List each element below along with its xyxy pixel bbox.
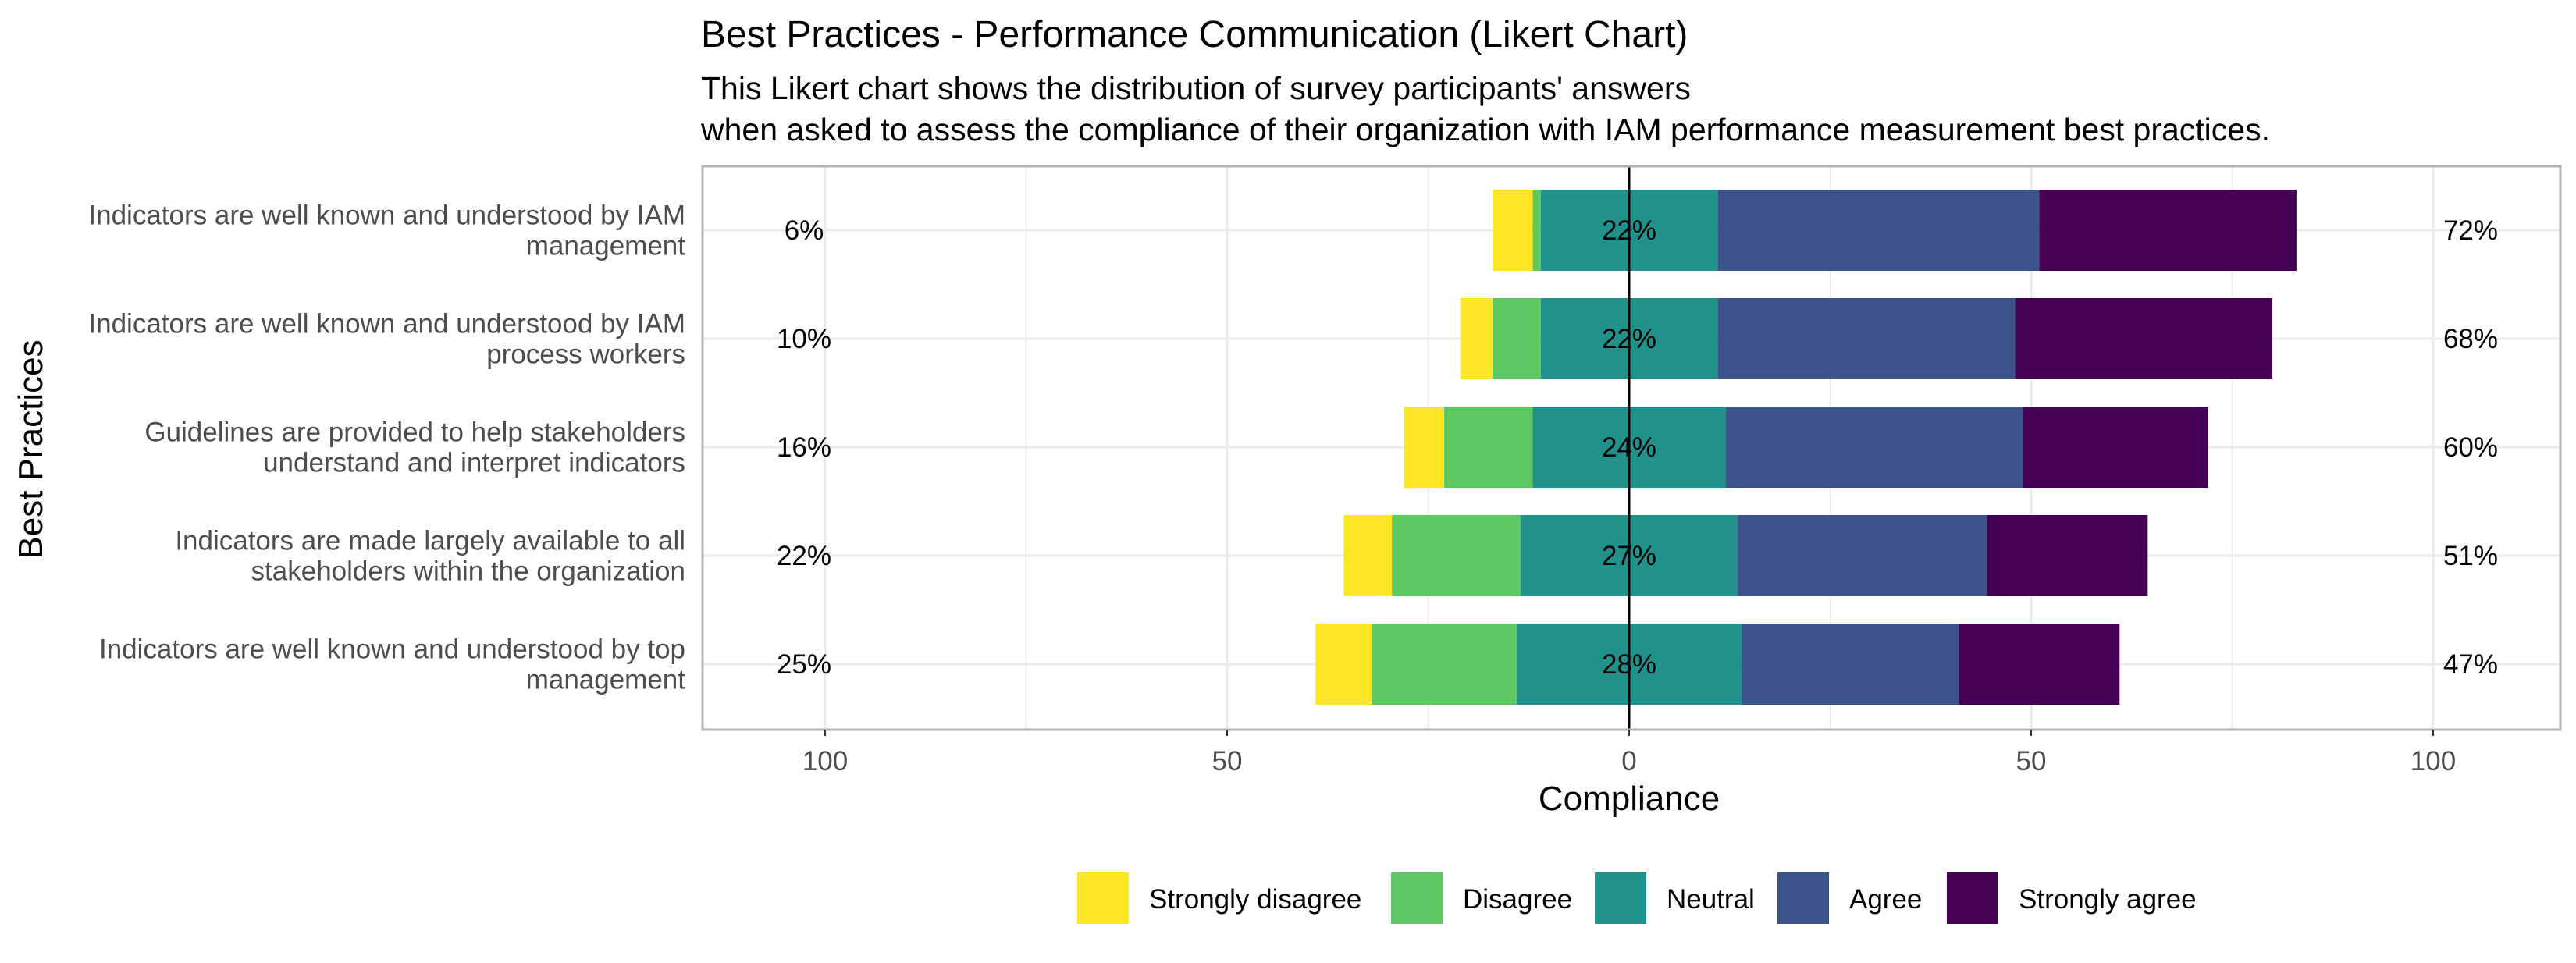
x-tick-label: 100 — [802, 746, 848, 776]
x-tick-label: 0 — [1621, 746, 1636, 776]
y-axis-labels: Indicators are well known and understood… — [88, 201, 685, 695]
bar-segment-strongly-agree — [1959, 624, 2120, 705]
legend-swatch-strongly-agree — [1947, 872, 1998, 924]
high-percent-label: 47% — [2443, 649, 2498, 680]
high-percent-label: 51% — [2443, 541, 2498, 571]
bar-segment-agree — [1717, 298, 2016, 379]
category-label: Indicators are well known and understood… — [99, 634, 685, 665]
bar-segment-strongly-agree — [2015, 298, 2272, 379]
bar-segment-strongly-disagree — [1404, 407, 1445, 488]
legend-label: Strongly agree — [2019, 884, 2197, 915]
category-label: stakeholders within the organization — [251, 556, 685, 587]
category-label: management — [526, 231, 686, 261]
chart-subtitle-line-2: when asked to assess the compliance of t… — [700, 112, 2270, 147]
category-label: process workers — [486, 339, 685, 370]
low-percent-label: 25% — [777, 649, 831, 680]
legend-swatch-neutral — [1595, 872, 1646, 924]
low-percent-label: 22% — [777, 541, 831, 571]
legend: Strongly disagree Disagree Neutral Agree Str… — [1077, 872, 2197, 924]
bar-segment-strongly-disagree — [1460, 298, 1493, 379]
category-label: Indicators are made largely available to… — [175, 526, 685, 556]
bar-segment-disagree — [1532, 190, 1541, 271]
neutral-percent-label: 24% — [1602, 432, 1656, 463]
high-percent-label: 72% — [2443, 215, 2498, 246]
bar-segment-disagree — [1392, 515, 1521, 596]
high-percent-label: 60% — [2443, 432, 2498, 463]
legend-swatch-disagree — [1391, 872, 1443, 924]
legend-swatch-agree — [1777, 872, 1829, 924]
x-tick-label: 100 — [2411, 746, 2456, 776]
bar-segment-disagree — [1444, 407, 1533, 488]
chart-title: Best Practices - Performance Communicati… — [701, 14, 1688, 55]
neutral-percent-label: 27% — [1602, 541, 1656, 571]
bar-segment-strongly-disagree — [1315, 624, 1372, 705]
chart-subtitle-line-1: This Likert chart shows the distribution… — [701, 70, 1691, 106]
category-label: Guidelines are provided to help stakehol… — [144, 418, 685, 448]
x-tick-label: 50 — [1212, 746, 1243, 776]
category-label: Indicators are well known and understood… — [88, 201, 685, 231]
low-percent-label: 10% — [777, 324, 831, 354]
neutral-percent-label: 22% — [1602, 324, 1656, 354]
bar-segment-disagree — [1492, 298, 1541, 379]
neutral-percent-label: 28% — [1602, 649, 1656, 680]
low-percent-label: 16% — [777, 432, 831, 463]
bar-segment-agree — [1742, 624, 1959, 705]
category-label: management — [526, 665, 686, 695]
bar-segment-agree — [1725, 407, 2023, 488]
high-percent-label: 68% — [2443, 324, 2498, 354]
y-axis-title: Best Practices — [12, 339, 50, 559]
category-label: Indicators are well known and understood… — [88, 309, 685, 339]
x-axis-title: Compliance — [1539, 780, 1720, 818]
x-axis-ticks: 100 50 0 50 100 — [802, 730, 2456, 776]
bar-segment-strongly-agree — [2023, 407, 2208, 488]
bar-segment-disagree — [1372, 624, 1517, 705]
neutral-percent-label: 22% — [1602, 215, 1656, 246]
bar-segment-strongly-agree — [2039, 190, 2297, 271]
low-percent-label: 6% — [785, 215, 824, 246]
panel-border — [701, 165, 2562, 731]
percent-labels: 6% 22% 72% 10% 22% 68% 16% 24% 60% 22% 27% 51% 25% 28… — [777, 215, 2498, 680]
x-tick-label: 50 — [2016, 746, 2047, 776]
legend-label: Neutral — [1667, 884, 1755, 915]
bar-segment-agree — [1717, 190, 2040, 271]
bars-layer — [1315, 190, 2297, 705]
legend-label: Agree — [1849, 884, 1922, 915]
bar-segment-agree — [1738, 515, 1987, 596]
bar-segment-strongly-disagree — [1343, 515, 1393, 596]
bar-segment-strongly-agree — [1987, 515, 2148, 596]
legend-label: Disagree — [1463, 884, 1572, 915]
category-label: understand and interpret indicators — [263, 448, 685, 478]
legend-label: Strongly disagree — [1149, 884, 1361, 915]
legend-swatch-strongly-disagree — [1077, 872, 1129, 924]
bar-segment-strongly-disagree — [1492, 190, 1533, 271]
